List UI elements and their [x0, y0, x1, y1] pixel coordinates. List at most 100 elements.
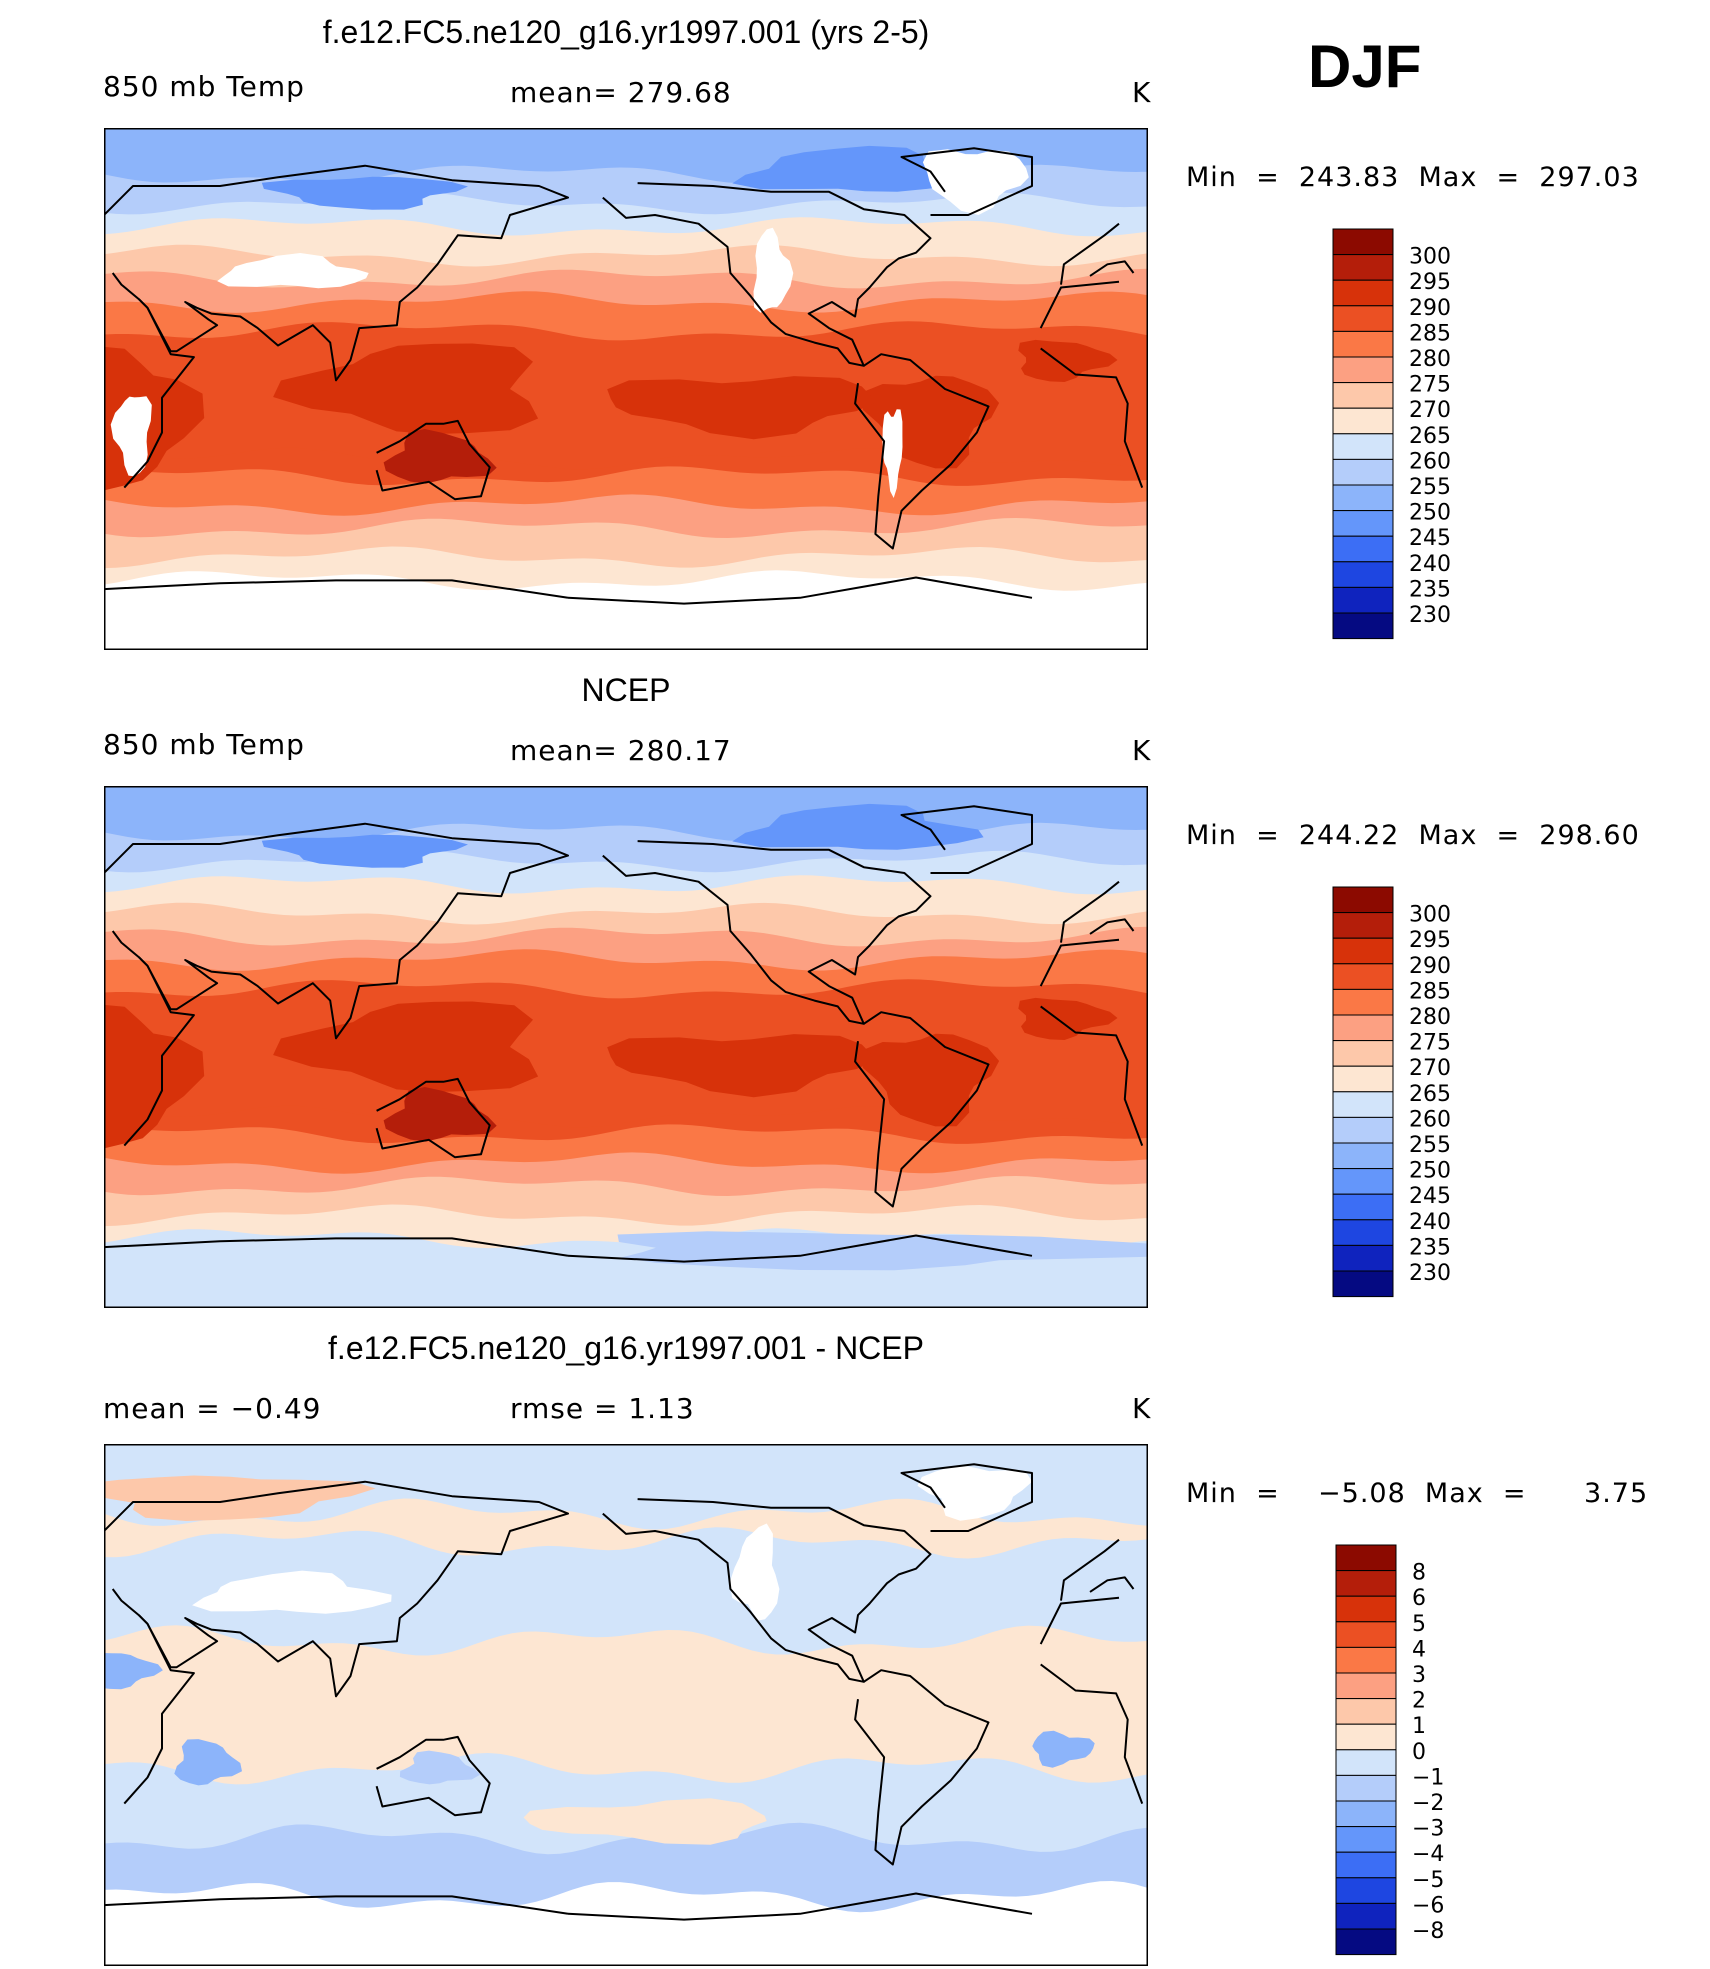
panel-2-left-label: 850 mb Temp: [103, 728, 305, 761]
coastline: [854, 1011, 990, 1208]
warm-pool: [273, 343, 539, 435]
panel-2-colorbar: 300 295 290 285 280 275 270 265 260 255 250 245 240 2…: [1332, 886, 1503, 1299]
colorbar-tick-label: 230: [1409, 603, 1451, 628]
panel-3-colorbar: 8 6 5 4 3 2 1 0 −1 −2 −3 −4 −5 −6 −8: [1335, 1544, 1506, 1957]
map-frame: [104, 1444, 1148, 1966]
colorbar-box: [1332, 1091, 1394, 1118]
coastline: [602, 182, 932, 367]
coastline: [900, 1463, 1033, 1532]
colorbar-box: [1332, 586, 1394, 614]
colorbar-box: [1332, 1116, 1394, 1144]
colorbar-box: [1332, 988, 1394, 1016]
colorbar-box: [1332, 407, 1394, 435]
panel-3-units: K: [1132, 1392, 1152, 1425]
missing-data-andes: [882, 409, 903, 498]
panel-3-map: [104, 1444, 1148, 1966]
panel-3-title: f.e12.FC5.ne120_g16.yr1997.001 - NCEP: [328, 1330, 924, 1366]
colorbar-tick-label: 285: [1409, 321, 1451, 346]
colorbar-tick-label: 250: [1409, 501, 1451, 526]
coastline: [567, 1234, 1033, 1263]
missing-data-tibet: [192, 1570, 392, 1614]
panel-1-left-label: 850 mb Temp: [103, 70, 305, 103]
coastline: [854, 1669, 990, 1866]
missing-data-rockies: [753, 227, 794, 313]
panel-2-minmax: Min = 244.22 Max = 298.60: [1186, 820, 1640, 851]
colorbar-tick-label: 255: [1409, 1133, 1451, 1158]
colorbar-tick-label: 5: [1412, 1612, 1426, 1637]
coastline: [104, 1895, 569, 1915]
colorbar-box: [1332, 1219, 1394, 1246]
coastline: [1060, 1538, 1120, 1601]
colorbar-box: [1335, 1570, 1397, 1597]
coastline: [854, 353, 990, 550]
colorbar-box: [1332, 1142, 1394, 1170]
missing-data-tibet: [217, 253, 369, 289]
contour-band: [104, 1881, 1148, 1966]
coastline: [1060, 222, 1120, 285]
map-frame: [104, 128, 1148, 650]
colorbar-tick-label: 235: [1409, 1235, 1451, 1260]
colorbar-box: [1332, 382, 1394, 409]
coastline: [1039, 938, 1120, 987]
panel-2-map: [104, 786, 1148, 1308]
negative-anomaly-atlantic: [1032, 1730, 1095, 1768]
coastline: [567, 576, 1033, 605]
colorbar-tick-label: 8: [1412, 1561, 1426, 1586]
colorbar-tick-label: 3: [1412, 1663, 1426, 1688]
panel-2-title: NCEP: [581, 672, 671, 708]
coastline: [375, 1735, 491, 1817]
colorbar-box: [1335, 1826, 1397, 1853]
positive-anomaly-pacific: [570, 1657, 835, 1696]
colorbar-box: [1332, 561, 1394, 588]
panel-3-minmax: Min = −5.08 Max = 3.75: [1186, 1478, 1649, 1509]
cold-core-siberia: [261, 834, 468, 868]
coastline: [1089, 260, 1135, 277]
colorbar-tick-label: 295: [1409, 270, 1451, 295]
panel-1-colorbar: 300 295 290 285 280 275 270 265 260 255 250 245 240 2…: [1332, 228, 1503, 641]
colorbar-box: [1335, 1928, 1397, 1956]
colorbar-box: [1332, 254, 1394, 281]
colorbar-tick-label: 280: [1409, 1005, 1451, 1030]
colorbar-tick-label: 290: [1409, 954, 1451, 979]
missing-data-rockies: [729, 1523, 780, 1621]
warm-core-pacific: [607, 1034, 874, 1098]
panel-1-minmax: Min = 243.83 Max = 297.03: [1186, 162, 1640, 193]
colorbar-tick-label: 300: [1409, 245, 1451, 270]
colorbar-box: [1332, 330, 1394, 358]
map-frame: [104, 786, 1148, 1308]
negative-anomaly-sahel: [104, 1652, 163, 1690]
colorbar-box: [1335, 1774, 1397, 1802]
negative-anomaly-australia: [399, 1750, 480, 1785]
coastline: [104, 822, 569, 1040]
panel-1-units: K: [1132, 76, 1152, 109]
cold-core-arctic: [732, 803, 984, 850]
colorbar-tick-label: 6: [1412, 1586, 1426, 1611]
colorbar-box: [1335, 1672, 1397, 1700]
colorbar-box: [1332, 228, 1394, 256]
colorbar-tick-label: 260: [1409, 449, 1451, 474]
coastline: [1040, 347, 1144, 488]
colorbar-tick-label: 2: [1412, 1689, 1426, 1714]
colorbar-box: [1335, 1749, 1397, 1776]
colorbar-tick-label: −3: [1412, 1817, 1444, 1842]
colorbar-tick-label: −4: [1412, 1842, 1444, 1867]
colorbar-box: [1335, 1902, 1397, 1930]
colorbar-tick-label: 280: [1409, 347, 1451, 372]
coastline: [1060, 880, 1120, 943]
colorbar-box: [1332, 535, 1394, 563]
panel-1-map: [104, 128, 1148, 650]
colorbar-tick-label: 4: [1412, 1637, 1426, 1662]
warm-pool: [273, 1001, 539, 1093]
coastline: [104, 1480, 569, 1698]
colorbar-box: [1335, 1621, 1397, 1648]
coastline: [1039, 280, 1120, 329]
coastline: [104, 579, 569, 599]
colorbar-tick-label: 240: [1409, 1210, 1451, 1235]
colorbar-box: [1332, 1270, 1394, 1298]
panel-1-title: f.e12.FC5.ne120_g16.yr1997.001 (yrs 2-5): [322, 14, 930, 50]
coastline: [375, 1077, 491, 1159]
colorbar-tick-label: −2: [1412, 1791, 1444, 1816]
colorbar-tick-label: 290: [1409, 296, 1451, 321]
colorbar-box: [1332, 279, 1394, 307]
colorbar-tick-label: 235: [1409, 577, 1451, 602]
